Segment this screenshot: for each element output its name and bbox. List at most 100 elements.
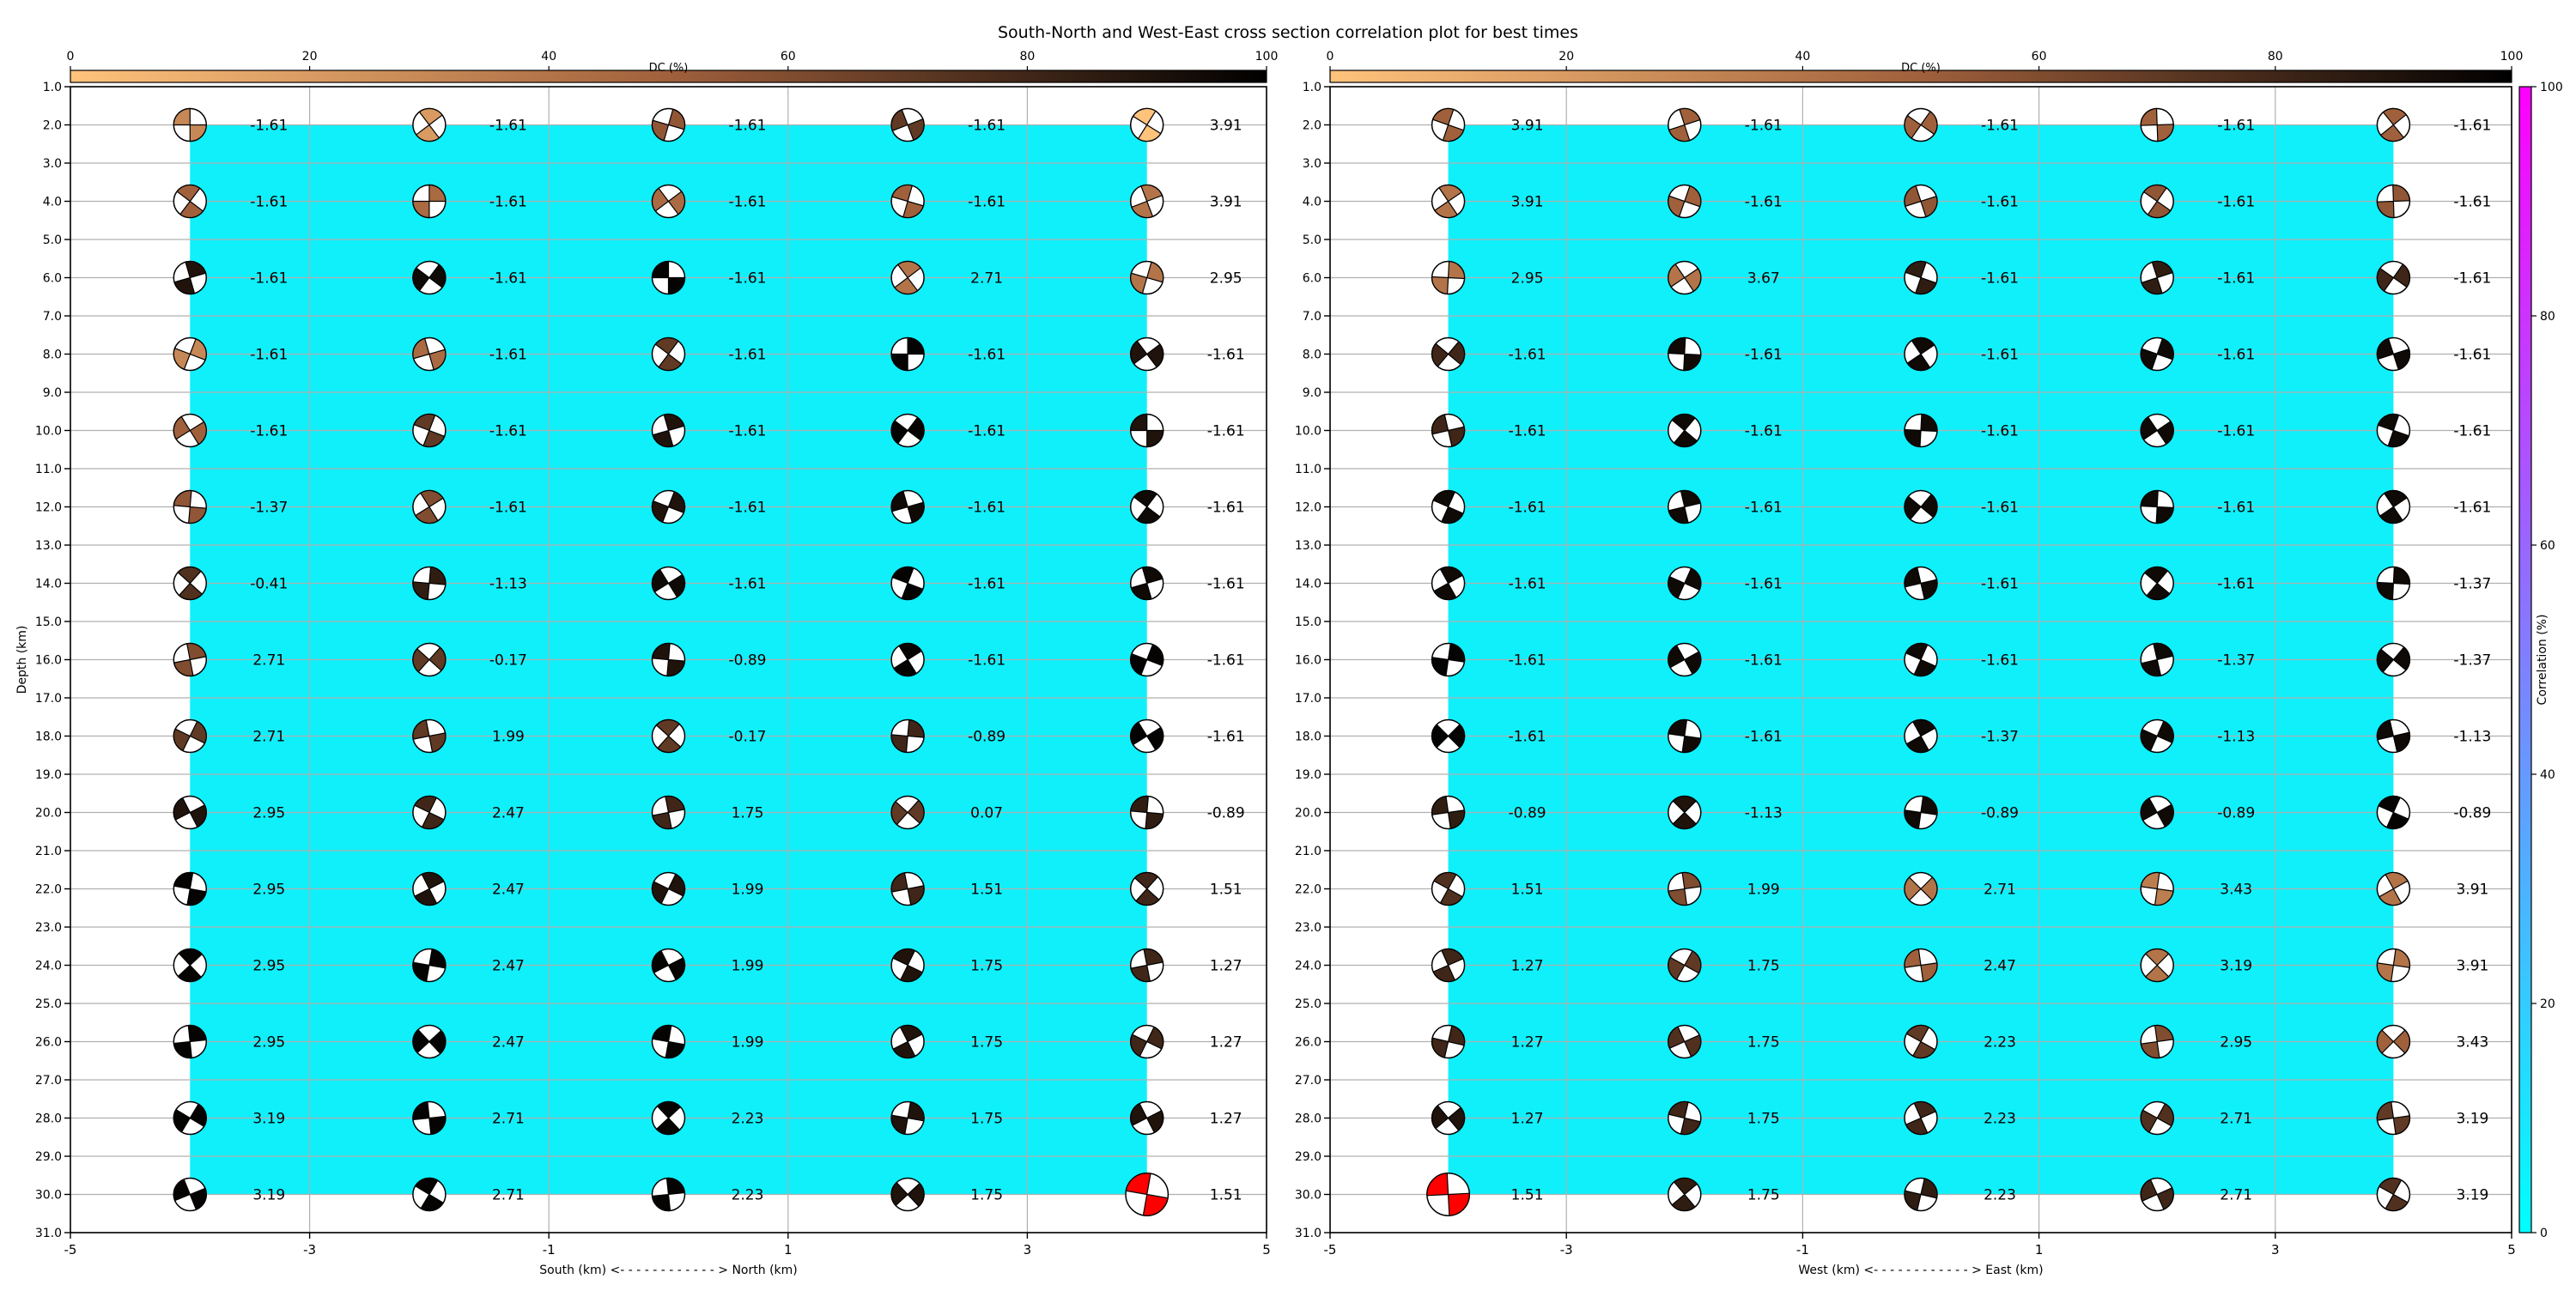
beachball-compression: [1668, 1100, 1702, 1136]
beachball: [890, 107, 925, 142]
beachball: [1129, 871, 1164, 906]
correlation-value-label: 3.19: [2456, 1111, 2488, 1128]
beachball-compression: [173, 642, 207, 677]
y-tick-label: 13.0: [35, 539, 62, 553]
beachball: [651, 184, 686, 219]
beachball-compression: [1668, 263, 1702, 293]
y-tick-label: 18.0: [1295, 730, 1321, 744]
correlation-value-label: -1.61: [1745, 118, 1783, 135]
correlation-value-label: 3.91: [1210, 118, 1242, 135]
x-tick-label: -1: [543, 1242, 556, 1258]
dc-colorbar-tick-label: 80: [2268, 50, 2283, 64]
beachball-compression: [2140, 1024, 2174, 1059]
beachball: [173, 718, 208, 754]
beachball: [412, 107, 447, 142]
correlation-value-label: -1.61: [1207, 576, 1245, 593]
correlation-value-label: 1.99: [732, 882, 764, 899]
beachball: [2376, 184, 2411, 219]
correlation-value-label: -1.61: [1745, 729, 1783, 746]
beachball-compression: [1133, 871, 1160, 906]
correlation-value-label: -1.61: [1745, 576, 1783, 593]
beachball: [412, 489, 447, 524]
panel-south-north: -1.61 -1.61 -1.61 -1.61 3.91 -1.61 -1.61 -1.61 -…: [15, 50, 1278, 1277]
beachball: [890, 489, 925, 524]
beachball-compression: [1668, 185, 1702, 218]
x-tick-label: 3: [1024, 1242, 1032, 1258]
beachball: [1668, 1177, 1702, 1212]
x-tick-label: 5: [1262, 1242, 1271, 1258]
correlation-value-label: 3.19: [252, 1111, 285, 1128]
panel-west-east: 3.91 -1.61 -1.61 -1.61 -1.61 3.91 -1.61 -1.61 -1…: [1295, 50, 2524, 1277]
beachball: [890, 566, 925, 601]
beachball: [651, 1100, 686, 1136]
beachball-compression: [414, 489, 444, 524]
beachball: [1431, 184, 1466, 219]
correlation-value-label: -1.61: [1981, 652, 2019, 670]
y-tick-label: 10.0: [1295, 425, 1321, 439]
beachball: [2376, 489, 2411, 524]
beachball-compression: [1671, 413, 1698, 448]
beachball-compression: [1904, 494, 1938, 520]
correlation-value-label: 2.47: [492, 1034, 525, 1052]
y-tick-label: 11.0: [1295, 463, 1321, 476]
beachball-compression: [651, 490, 686, 524]
beachball-compression: [2140, 797, 2174, 827]
beachball: [890, 260, 925, 295]
y-tick-label: 19.0: [1295, 768, 1321, 782]
correlation-value-label: -1.61: [1981, 500, 2019, 517]
beachball: [1129, 1100, 1164, 1136]
beachball-compression: [412, 719, 447, 753]
beachball: [1129, 107, 1164, 142]
beachball-compression: [890, 799, 925, 826]
correlation-value-label: 1.27: [1511, 1111, 1544, 1128]
beachball: [173, 107, 208, 142]
beachball-compression: [412, 1100, 447, 1136]
correlation-value-label: -1.61: [2453, 500, 2491, 517]
beachball: [651, 795, 686, 830]
beachball-compression: [1432, 948, 1464, 983]
beachball-compression: [412, 566, 447, 601]
beachball-compression: [1431, 796, 1466, 829]
beachball: [651, 489, 686, 524]
correlation-value-label: 1.51: [970, 882, 1003, 899]
beachball: [2140, 795, 2174, 830]
correlation-value-label: -1.61: [250, 194, 288, 211]
beachball: [173, 871, 208, 906]
y-tick-label: 14.0: [35, 578, 62, 591]
beachball-compression: [1130, 413, 1164, 448]
beachball: [1431, 871, 1466, 906]
correlation-colorbar: 0 20 40 60 80 100 Correlation (%): [2518, 81, 2563, 1240]
correlation-value-label: -1.61: [250, 270, 288, 288]
beachball-compression: [1905, 1024, 1936, 1059]
correlation-value-label: 2.95: [252, 1034, 285, 1052]
beachball: [2376, 260, 2411, 295]
correlation-value-label: 3.91: [1511, 118, 1544, 135]
beachball-compression: [173, 1103, 207, 1133]
beachball-compression: [173, 260, 207, 295]
y-tick-label: 8.0: [43, 349, 62, 362]
beachball: [890, 413, 925, 448]
beachball-compression: [173, 797, 207, 828]
beachball: [1668, 566, 1702, 601]
correlation-value-label: -1.61: [2217, 270, 2255, 288]
beachball-compression: [890, 108, 925, 142]
beachball-compression: [1431, 1105, 1466, 1131]
beachball-compression: [2140, 642, 2174, 677]
y-tick-label: 24.0: [35, 960, 62, 973]
correlation-value-label: 1.75: [1747, 1034, 1780, 1052]
y-tick-label: 8.0: [1303, 349, 1321, 362]
correlation-value-label: -1.61: [489, 270, 527, 288]
beachball-compression: [2140, 489, 2174, 524]
beachball: [651, 413, 686, 448]
beachball: [1668, 107, 1702, 142]
correlation-value-label: -1.61: [2217, 576, 2255, 593]
beachball: [2140, 871, 2174, 906]
correlation-value-label: -0.17: [729, 729, 767, 746]
y-tick-label: 29.0: [35, 1150, 62, 1164]
beachball: [2376, 107, 2411, 142]
y-tick-label: 10.0: [35, 425, 62, 439]
beachball-compression: [2140, 1179, 2174, 1210]
beachball: [1904, 1024, 1938, 1059]
dc-colorbar-tick-label: 20: [302, 50, 318, 64]
beachball: [890, 795, 925, 830]
